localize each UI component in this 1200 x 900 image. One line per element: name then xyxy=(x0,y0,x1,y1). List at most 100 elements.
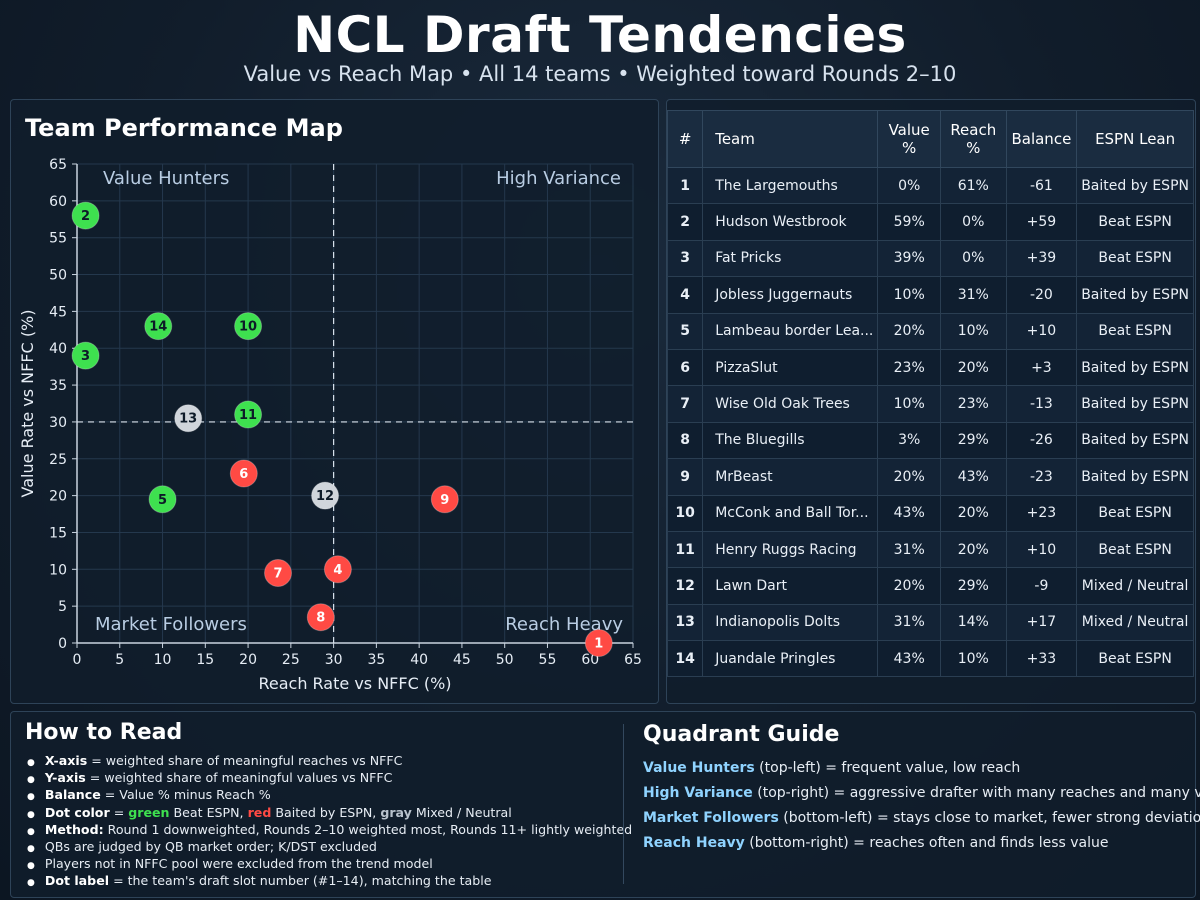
header-reach: Reach % xyxy=(939,110,1007,168)
team-dot xyxy=(234,400,263,429)
cell-balance: -9 xyxy=(1005,567,1078,605)
quadrant-label: Reach Heavy xyxy=(505,614,623,635)
quadrant-label: Market Followers xyxy=(95,614,247,635)
cell-team: Wise Old Oak Trees xyxy=(702,385,879,423)
x-tick-label: 20 xyxy=(239,652,257,668)
item-text: QBs are judged by QB market order; K/DST… xyxy=(44,838,377,854)
cell-team: McConk and Ball Tor... xyxy=(702,494,879,532)
quadrant-desc: (bottom-right) = reaches often and finds… xyxy=(744,835,1109,851)
cell-value: 0% xyxy=(877,166,941,205)
cell-value: 43% xyxy=(877,494,941,532)
header-value: Value % xyxy=(877,110,941,168)
table-row: 1 The Largemouths 0% 61% -61 Baited by ESPN xyxy=(666,166,1194,205)
cell-lean: Baited by ESPN xyxy=(1076,348,1194,387)
cell-balance: +23 xyxy=(1005,494,1078,532)
how-to-read-item: Balance = Value % minus Reach % xyxy=(27,786,632,803)
cell-reach: 0% xyxy=(939,203,1007,241)
item-t4: Mixed / Neutral xyxy=(411,804,512,820)
cell-balance: +17 xyxy=(1005,603,1078,642)
quadrant-desc: (bottom-left) = stays close to market, f… xyxy=(778,810,1200,826)
y-tick-label: 35 xyxy=(49,378,67,394)
cell-team: PizzaSlut xyxy=(702,348,879,387)
y-tick-label: 50 xyxy=(49,268,67,284)
cell-lean: Beat ESPN xyxy=(1076,494,1194,532)
quadrant-desc: (top-right) = aggressive drafter with ma… xyxy=(752,785,1200,801)
x-tick-label: 35 xyxy=(367,652,385,668)
team-dot-label: 12 xyxy=(316,489,334,504)
team-dot xyxy=(234,312,263,341)
cell-balance: +39 xyxy=(1005,239,1078,278)
cell-rank: 12 xyxy=(666,567,704,605)
team-dot xyxy=(306,603,335,632)
cell-value: 20% xyxy=(877,567,941,605)
team-dot xyxy=(71,201,100,230)
cell-lean: Mixed / Neutral xyxy=(1076,603,1194,642)
team-dot-label: 6 xyxy=(239,467,248,482)
header-lean: ESPN Lean xyxy=(1076,110,1194,168)
quadrant-guide-title: Quadrant Guide xyxy=(643,722,840,747)
table-row: 14 Juandale Pringles 43% 10% +33 Beat ESPN xyxy=(666,640,1194,678)
cell-rank: 7 xyxy=(666,385,704,423)
quadrant-name: High Variance xyxy=(643,785,753,801)
cell-balance: -23 xyxy=(1005,458,1078,496)
how-to-read-item: Y-axis = weighted share of meaningful va… xyxy=(27,769,632,786)
cell-lean: Baited by ESPN xyxy=(1076,421,1194,460)
how-to-read-item: Method: Round 1 downweighted, Rounds 2–1… xyxy=(27,821,632,838)
cell-reach: 61% xyxy=(939,166,1007,205)
cell-lean: Baited by ESPN xyxy=(1076,276,1194,314)
header-team: Team xyxy=(702,110,879,168)
cell-reach: 31% xyxy=(939,276,1007,314)
quadrant-guide-item: Market Followers (bottom-left) = stays c… xyxy=(643,810,1200,826)
cell-value: 10% xyxy=(877,385,941,423)
y-axis-label: Value Rate vs NFFC (%) xyxy=(18,309,37,497)
team-dot xyxy=(311,481,340,510)
cell-rank: 5 xyxy=(666,312,704,350)
table-row: 10 McConk and Ball Tor... 43% 20% +23 Beat ES… xyxy=(666,494,1194,532)
quadrant-label: High Variance xyxy=(496,168,621,189)
x-tick-label: 65 xyxy=(624,652,642,668)
cell-team: MrBeast xyxy=(702,458,879,496)
y-tick-label: 25 xyxy=(49,452,67,468)
cell-team: Lawn Dart xyxy=(702,567,879,605)
table-row: 12 Lawn Dart 20% 29% -9 Mixed / Neutral xyxy=(666,567,1194,605)
team-dot-label: 3 xyxy=(81,349,90,364)
table-row: 5 Lambeau border Lea... 20% 10% +10 Beat ESPN xyxy=(666,312,1194,350)
y-tick-label: 15 xyxy=(49,525,67,541)
cell-team: Lambeau border Lea... xyxy=(702,312,879,350)
cell-team: Fat Pricks xyxy=(702,239,879,278)
item-green: green xyxy=(128,804,170,820)
how-to-read-item: QBs are judged by QB market order; K/DST… xyxy=(27,838,632,855)
cell-balance: -26 xyxy=(1005,421,1078,460)
cell-reach: 10% xyxy=(939,312,1007,350)
quadrant-desc: (top-left) = frequent value, low reach xyxy=(754,760,1021,776)
cell-value: 31% xyxy=(877,530,941,569)
team-dot xyxy=(174,404,203,433)
cell-team: The Largemouths xyxy=(702,166,879,205)
table-row: 9 MrBeast 20% 43% -23 Baited by ESPN xyxy=(666,458,1194,496)
cell-lean: Beat ESPN xyxy=(1076,530,1194,569)
table-row: 2 Hudson Westbrook 59% 0% +59 Beat ESPN xyxy=(666,203,1194,241)
x-tick-label: 30 xyxy=(325,652,343,668)
team-dot-label: 11 xyxy=(239,408,257,423)
item-gray: gray xyxy=(380,804,412,820)
x-tick-label: 25 xyxy=(282,652,300,668)
scatter-chart: 0 5 10 15 20 25 30 35 40 45 50 55 60 6505101520253035… xyxy=(18,157,642,693)
item-text: = weighted share of meaningful reaches v… xyxy=(87,753,403,768)
team-dot-label: 2 xyxy=(81,209,90,224)
quadrant-guide-item: Reach Heavy (bottom-right) = reaches oft… xyxy=(643,835,1109,851)
cell-team: The Bluegills xyxy=(702,421,879,460)
y-tick-label: 10 xyxy=(49,562,67,578)
cell-lean: Beat ESPN xyxy=(1076,239,1194,278)
item-text: = weighted share of meaningful values vs… xyxy=(85,770,393,786)
y-tick-label: 5 xyxy=(58,599,67,615)
cell-rank: 14 xyxy=(666,640,704,678)
team-dot-label: 4 xyxy=(333,563,342,578)
cell-team: Jobless Juggernauts xyxy=(702,276,879,314)
item-text: Round 1 downweighted, Rounds 2–10 weight… xyxy=(103,821,633,837)
quadrant-guide-item: High Variance (top-right) = aggressive d… xyxy=(643,785,1200,801)
header-balance: Balance xyxy=(1005,110,1078,168)
quadrant-name: Market Followers xyxy=(643,810,779,826)
y-tick-label: 65 xyxy=(49,157,67,173)
item-key: Dot color xyxy=(44,804,110,820)
legend-panel: How to Read X-axis = weighted share of m… xyxy=(10,711,1200,898)
